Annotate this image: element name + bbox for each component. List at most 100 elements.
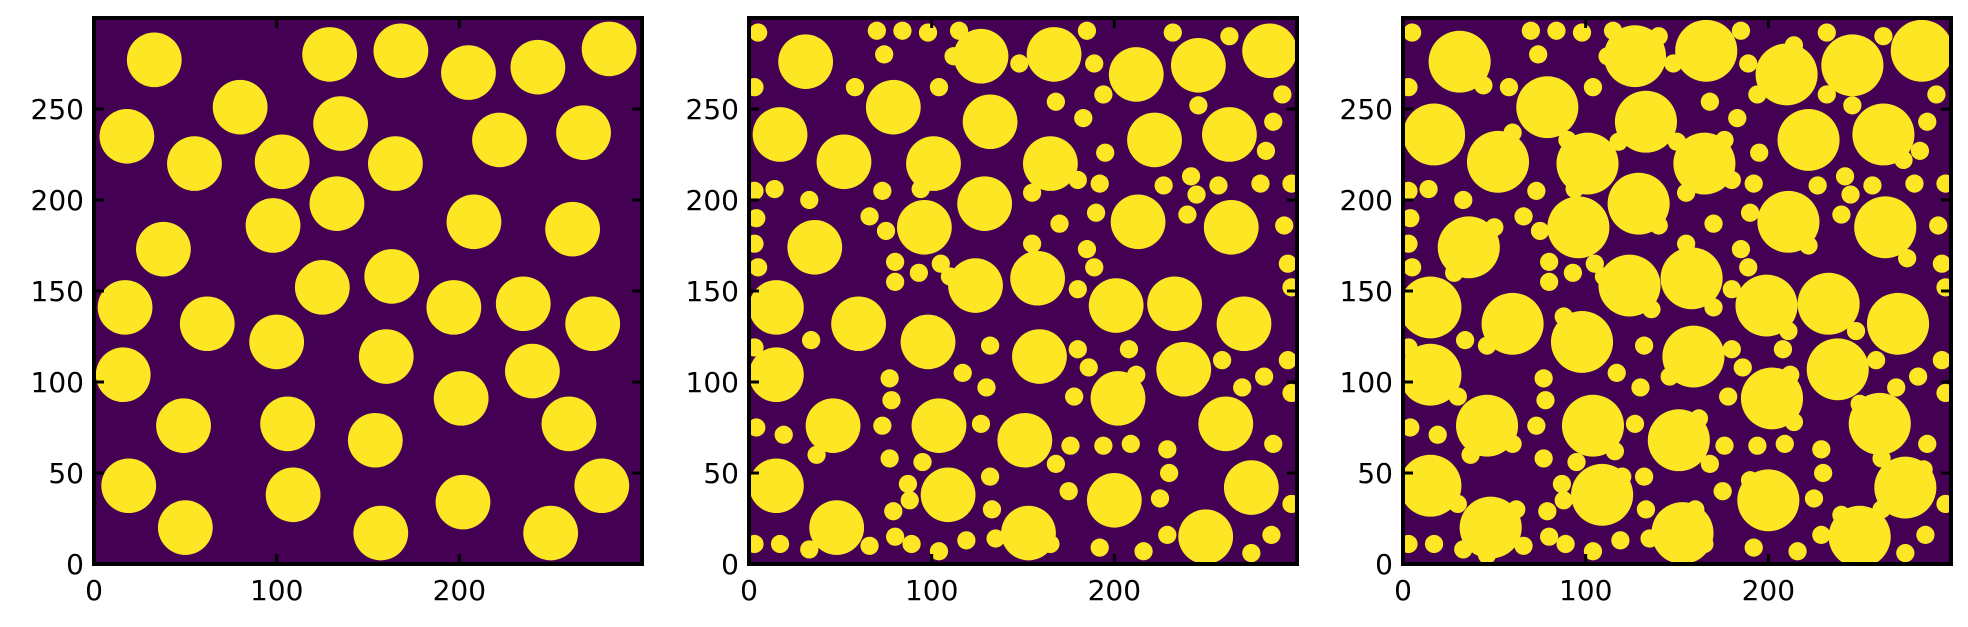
particle xyxy=(441,45,496,100)
particle xyxy=(1808,176,1827,195)
particle xyxy=(1516,76,1579,139)
particle xyxy=(1715,130,1734,150)
particle xyxy=(1216,296,1272,352)
particle xyxy=(347,412,403,468)
particle xyxy=(911,179,930,199)
particle xyxy=(1459,496,1522,559)
x-tick-label: 0 xyxy=(85,574,103,607)
particle xyxy=(1561,394,1625,457)
particle xyxy=(865,79,921,135)
particle xyxy=(574,458,630,514)
particle xyxy=(265,467,321,523)
particle xyxy=(1556,132,1619,195)
particle xyxy=(1554,491,1573,510)
y-tick-label: 250 xyxy=(686,93,739,126)
particle xyxy=(1403,276,1462,339)
particle xyxy=(1700,92,1720,111)
particle xyxy=(1731,21,1751,40)
particle xyxy=(911,398,967,453)
particle xyxy=(1010,250,1066,306)
particle xyxy=(1403,338,1418,357)
particle xyxy=(1454,190,1473,210)
particle xyxy=(1507,500,1526,519)
particle xyxy=(1061,436,1080,455)
particle xyxy=(1530,221,1550,241)
particle xyxy=(1068,340,1087,359)
particle xyxy=(800,190,819,210)
particle xyxy=(1817,85,1836,104)
particle xyxy=(1662,325,1725,388)
particle xyxy=(886,527,905,546)
particle xyxy=(1927,85,1946,104)
particle xyxy=(1722,340,1741,359)
particle xyxy=(1872,449,1891,468)
particle xyxy=(1598,47,1617,66)
particle xyxy=(1932,254,1951,273)
y-tick-label: 200 xyxy=(1340,184,1393,217)
particle xyxy=(249,314,305,370)
particle xyxy=(1461,445,1480,464)
particle xyxy=(1455,394,1519,457)
particle xyxy=(1046,92,1066,111)
particle xyxy=(1110,194,1166,250)
particle xyxy=(1936,494,1951,514)
particle xyxy=(545,201,600,257)
particle xyxy=(1585,254,1604,273)
particle xyxy=(373,23,429,79)
particle xyxy=(1677,234,1696,253)
particle xyxy=(1079,358,1098,377)
y-tick-label: 150 xyxy=(686,275,739,308)
particle xyxy=(1086,203,1106,222)
particle xyxy=(1121,434,1140,453)
particle xyxy=(1854,196,1917,259)
particle xyxy=(749,181,764,200)
particle xyxy=(212,79,268,135)
particle xyxy=(1695,534,1714,554)
particle xyxy=(1572,23,1592,42)
y-tick-label: 200 xyxy=(686,184,739,217)
particle xyxy=(1085,258,1104,277)
particle xyxy=(929,78,949,97)
particle xyxy=(800,540,819,559)
particle xyxy=(1527,416,1546,435)
particle xyxy=(1594,267,1614,286)
particle xyxy=(433,371,489,426)
particle xyxy=(1866,292,1930,355)
particle xyxy=(1567,452,1586,472)
particle xyxy=(1090,174,1109,193)
particle xyxy=(1728,109,1747,128)
particle xyxy=(1660,367,1679,386)
particle xyxy=(1209,176,1228,195)
particle xyxy=(1613,467,1632,486)
particle xyxy=(953,28,1009,84)
particle xyxy=(1278,351,1297,370)
particle xyxy=(1403,181,1418,200)
particle xyxy=(505,343,560,399)
particle xyxy=(1744,174,1763,193)
particle xyxy=(1806,338,1869,401)
particle xyxy=(913,452,932,472)
particle xyxy=(749,458,804,514)
particle xyxy=(1649,27,1668,46)
particle xyxy=(1700,454,1720,473)
particle xyxy=(1010,54,1029,73)
particle xyxy=(997,412,1053,468)
particle xyxy=(1556,534,1575,554)
particle xyxy=(1108,47,1164,102)
particle xyxy=(900,314,956,370)
particle xyxy=(980,336,1000,355)
particle xyxy=(1649,216,1668,235)
particle xyxy=(749,347,804,403)
y-tick-label: 150 xyxy=(1340,275,1393,308)
particle xyxy=(1634,336,1654,355)
particle xyxy=(1918,112,1937,131)
particle xyxy=(1677,183,1696,202)
y-tick-label: 50 xyxy=(48,457,84,490)
particle xyxy=(1779,321,1798,341)
particle xyxy=(1242,543,1261,563)
particle xyxy=(873,416,892,435)
particle xyxy=(971,414,991,433)
particle xyxy=(1547,21,1566,40)
particle xyxy=(510,39,566,95)
particle xyxy=(1932,351,1951,370)
